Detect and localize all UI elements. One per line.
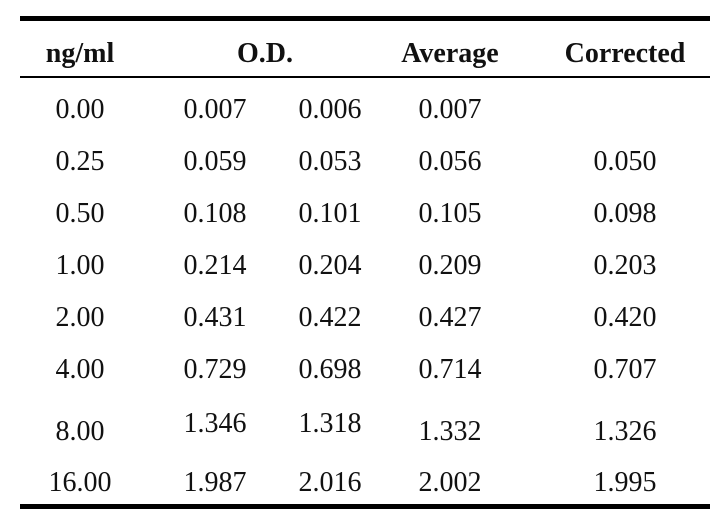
cell-corrected: 0.707 <box>593 354 657 385</box>
cell-od-2: 0.204 <box>298 250 362 281</box>
cell-od-2: 0.422 <box>298 302 362 333</box>
header-average: Average <box>401 38 499 69</box>
table-row: 2.00 0.431 0.422 0.427 0.420 <box>20 299 710 339</box>
cell-ng-ml: 0.50 <box>55 198 105 229</box>
top-rule <box>20 16 710 21</box>
cell-od-2: 0.101 <box>298 198 362 229</box>
table-row: 0.50 0.108 0.101 0.105 0.098 <box>20 195 710 235</box>
table-row: 1.00 0.214 0.204 0.209 0.203 <box>20 247 710 287</box>
table-row: 8.00 1.346 1.318 1.332 1.326 <box>20 405 710 447</box>
cell-od-1: 1.346 <box>183 408 247 439</box>
cell-corrected: 1.326 <box>593 416 657 447</box>
header-ng-ml: ng/ml <box>45 38 115 69</box>
cell-od-2: 2.016 <box>298 467 362 498</box>
cell-average: 0.427 <box>418 302 482 333</box>
cell-od-1: 0.431 <box>183 302 247 333</box>
cell-average: 0.056 <box>418 146 482 177</box>
cell-average: 0.714 <box>418 354 482 385</box>
cell-ng-ml: 1.00 <box>55 250 105 281</box>
cell-average: 2.002 <box>418 467 482 498</box>
data-table: ng/ml O.D. Average Corrected 0.00 0.007 … <box>20 0 710 524</box>
cell-corrected: 1.995 <box>593 467 657 498</box>
cell-average: 0.105 <box>418 198 482 229</box>
cell-od-1: 1.987 <box>183 467 247 498</box>
table-header-row: ng/ml O.D. Average Corrected <box>20 35 710 73</box>
cell-ng-ml: 0.25 <box>55 146 105 177</box>
cell-ng-ml: 16.00 <box>48 467 112 498</box>
table-row: 0.00 0.007 0.006 0.007 <box>20 91 710 131</box>
cell-ng-ml: 8.00 <box>55 416 105 447</box>
cell-corrected: 0.098 <box>593 198 657 229</box>
cell-average: 0.007 <box>418 94 482 125</box>
cell-ng-ml: 0.00 <box>55 94 105 125</box>
cell-od-2: 0.006 <box>298 94 362 125</box>
cell-ng-ml: 4.00 <box>55 354 105 385</box>
cell-corrected: 0.420 <box>593 302 657 333</box>
cell-od-1: 0.059 <box>183 146 247 177</box>
cell-od-2: 0.053 <box>298 146 362 177</box>
cell-od-1: 0.108 <box>183 198 247 229</box>
cell-od-1: 0.729 <box>183 354 247 385</box>
cell-od-2: 0.698 <box>298 354 362 385</box>
header-corrected: Corrected <box>564 38 686 69</box>
cell-corrected: 0.203 <box>593 250 657 281</box>
cell-ng-ml: 2.00 <box>55 302 105 333</box>
cell-od-1: 0.214 <box>183 250 247 281</box>
cell-corrected: 0.050 <box>593 146 657 177</box>
header-od: O.D. <box>237 38 293 69</box>
table-row: 4.00 0.729 0.698 0.714 0.707 <box>20 351 710 391</box>
cell-average: 1.332 <box>418 416 482 447</box>
cell-average: 0.209 <box>418 250 482 281</box>
table-row: 0.25 0.059 0.053 0.056 0.050 <box>20 143 710 183</box>
bottom-rule <box>20 504 710 509</box>
header-rule <box>20 76 710 78</box>
cell-od-2: 1.318 <box>298 408 362 439</box>
table-row: 16.00 1.987 2.016 2.002 1.995 <box>20 464 710 504</box>
cell-od-1: 0.007 <box>183 94 247 125</box>
